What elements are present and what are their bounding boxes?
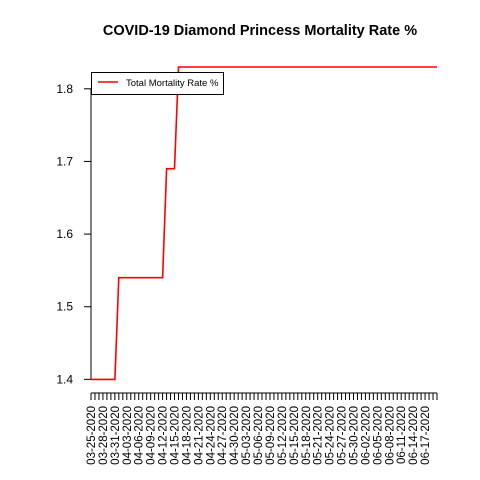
x-tick-label: 05-27-2020: [337, 406, 349, 465]
x-tick-label: 06-11-2020: [396, 406, 408, 464]
x-tick-label: 05-24-2020: [325, 406, 337, 465]
legend-box: [91, 72, 224, 95]
x-tick-label: 06-14-2020: [408, 406, 420, 465]
x-axis: 03-25-2020 03-28-2020 03-31-2020 04-03-2020…: [86, 392, 438, 465]
y-tick-label: 1.7: [56, 154, 73, 168]
x-tick-label: 03-28-2020: [98, 406, 110, 465]
x-tick-label: 04-18-2020: [181, 406, 193, 465]
x-tick-label: 05-12-2020: [277, 406, 289, 465]
x-tick-label: 05-06-2020: [253, 406, 265, 465]
x-tick-label: 04-27-2020: [217, 406, 229, 465]
x-tick-label: 05-18-2020: [301, 406, 313, 465]
x-tick-label: 04-06-2020: [134, 406, 146, 465]
y-tick-label: 1.4: [56, 372, 73, 386]
x-tick-label: 04-30-2020: [229, 406, 241, 465]
x-tick-label: 05-21-2020: [313, 406, 325, 465]
x-tick-label: 04-09-2020: [146, 406, 158, 465]
x-tick-label: 04-03-2020: [122, 406, 134, 465]
x-tick-label: 04-15-2020: [170, 406, 182, 465]
legend-label: Total Mortality Rate %: [126, 78, 219, 89]
x-tick-label: 05-30-2020: [348, 406, 360, 465]
x-tick-label: 06-05-2020: [372, 406, 384, 465]
x-tick-label: 05-03-2020: [241, 406, 253, 465]
x-tick-label: 04-21-2020: [193, 406, 205, 465]
legend: Total Mortality Rate %: [91, 72, 224, 95]
x-tick-label: 05-15-2020: [289, 406, 301, 465]
x-tick-label: 06-02-2020: [360, 406, 372, 465]
chart-title: COVID-19 Diamond Princess Mortality Rate…: [103, 23, 417, 39]
y-tick-label: 1.5: [56, 300, 73, 314]
x-tick-label: 03-25-2020: [86, 406, 98, 465]
y-tick-label: 1.6: [56, 227, 73, 241]
x-tick-label: 03-31-2020: [110, 406, 122, 465]
y-tick-label: 1.8: [56, 82, 73, 96]
x-tick-label: 06-08-2020: [384, 406, 396, 465]
x-tick-label: 04-24-2020: [205, 406, 217, 465]
x-tick-label: 04-12-2020: [158, 406, 170, 465]
x-tick-label: 05-09-2020: [265, 406, 277, 465]
y-axis: 1.4 1.5 1.6 1.7 1.8: [56, 82, 92, 386]
x-tick-label: 06-17-2020: [420, 406, 432, 465]
